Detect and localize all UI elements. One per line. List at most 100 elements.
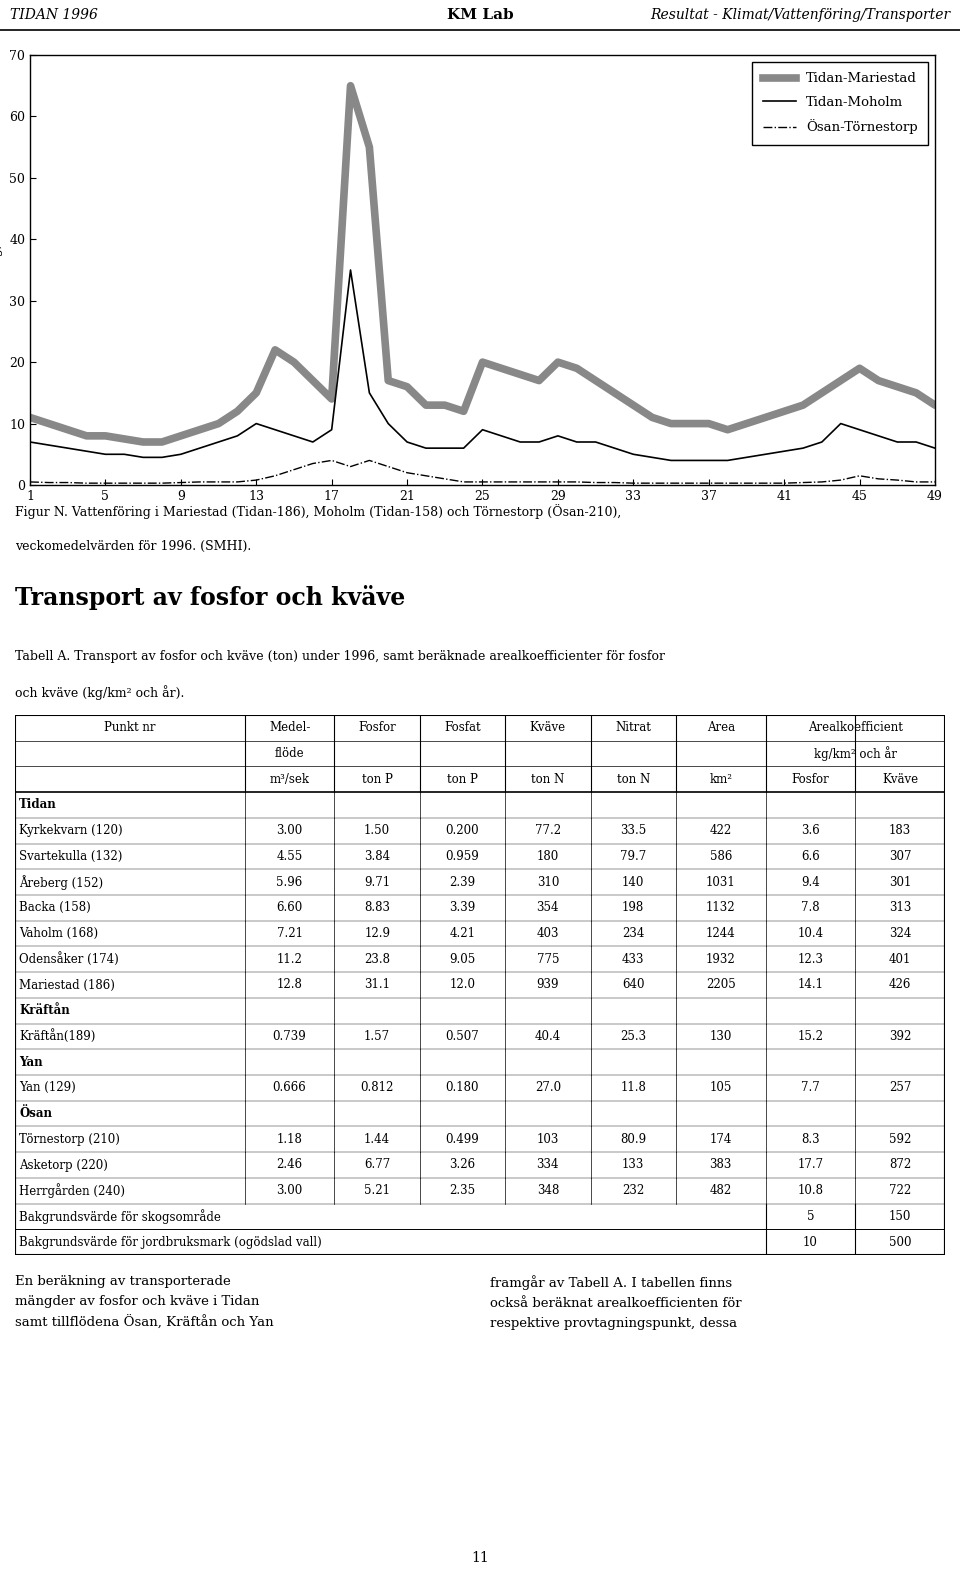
Text: 775: 775 [537,953,559,966]
Text: och kväve (kg/km² och år).: och kväve (kg/km² och år). [15,685,184,700]
Text: 11: 11 [471,1551,489,1566]
Tidan-Mariestad [345,76,356,95]
Tidan-Mariestad [175,426,186,445]
Tidan-Mariestad [477,353,489,372]
Text: 27.0: 27.0 [535,1081,561,1094]
Tidan-Moholm [325,419,337,438]
Tidan-Mariestad [24,408,36,427]
Text: Arealkoefficient: Arealkoefficient [808,722,902,735]
Text: 174: 174 [709,1133,732,1146]
Text: 5: 5 [806,1209,814,1224]
Tidan-Mariestad [722,419,733,438]
Ösan-Törnestorp [646,473,658,492]
Tidan-Moholm [929,438,941,457]
Ösan-Törnestorp [364,451,375,470]
Tidan-Mariestad [910,383,922,402]
Tidan-Moholm [515,432,526,451]
Ösan-Törnestorp [325,451,337,470]
Tidan-Moholm [43,435,55,454]
Tidan-Moholm [534,432,545,451]
Ösan-Törnestorp [118,473,130,492]
Tidan-Moholm [118,445,130,464]
Ösan-Törnestorp [137,473,149,492]
Tidan-Moholm [835,415,847,434]
Text: ton N: ton N [531,773,564,785]
Ösan-Törnestorp [722,473,733,492]
Ösan-Törnestorp [684,473,696,492]
Text: 183: 183 [889,825,911,837]
Text: 1031: 1031 [706,875,735,888]
Tidan-Mariestad [458,402,469,421]
Text: KM Lab: KM Lab [446,8,514,22]
Ösan-Törnestorp [910,472,922,491]
Text: 17.7: 17.7 [798,1159,824,1171]
Ösan-Törnestorp [929,472,941,491]
Ösan-Törnestorp [495,472,507,491]
Text: 0.507: 0.507 [445,1031,479,1043]
Text: 392: 392 [889,1031,911,1043]
Tidan-Moholm [24,432,36,451]
Tidan-Mariestad [741,415,753,434]
Tidan-Moholm [156,448,168,467]
Text: Herrgården (240): Herrgården (240) [19,1183,125,1198]
Text: 3.6: 3.6 [801,825,820,837]
Text: Mariestad (186): Mariestad (186) [19,978,115,991]
Text: 9.4: 9.4 [801,875,820,888]
Text: 198: 198 [622,901,644,915]
Text: Yan: Yan [19,1056,42,1069]
Text: 3.84: 3.84 [364,850,390,863]
Ösan-Törnestorp [703,473,714,492]
Tidan-Mariestad [81,426,92,445]
Text: 105: 105 [709,1081,732,1094]
Text: 2.46: 2.46 [276,1159,302,1171]
Text: 8.3: 8.3 [801,1133,820,1146]
Tidan-Moholm [722,451,733,470]
Text: Nitrat: Nitrat [615,722,651,735]
Text: 1932: 1932 [706,953,735,966]
Text: Yan (129): Yan (129) [19,1081,76,1094]
Text: m³/sek: m³/sek [270,773,310,785]
Text: 6.6: 6.6 [801,850,820,863]
Tidan-Moholm [892,432,903,451]
Ösan-Törnestorp [175,473,186,492]
Ösan-Törnestorp [515,472,526,491]
Text: 1.18: 1.18 [276,1133,302,1146]
Tidan-Moholm [81,442,92,461]
Text: 12.8: 12.8 [276,978,302,991]
Text: 0.739: 0.739 [273,1031,306,1043]
Text: flöde: flöde [275,747,304,760]
Text: 0.180: 0.180 [445,1081,479,1094]
Tidan-Mariestad [552,353,564,372]
Ösan-Törnestorp [62,473,74,492]
Text: 2.39: 2.39 [449,875,475,888]
Text: 1132: 1132 [706,901,735,915]
Text: ton P: ton P [447,773,478,785]
Text: 4.21: 4.21 [449,928,475,940]
Ösan-Törnestorp [589,473,601,492]
Text: 80.9: 80.9 [620,1133,646,1146]
Text: 150: 150 [889,1209,911,1224]
Text: 77.2: 77.2 [535,825,561,837]
Tidan-Mariestad [62,419,74,438]
Text: 2.35: 2.35 [449,1184,475,1197]
Ösan-Törnestorp [797,473,808,492]
Text: 348: 348 [537,1184,559,1197]
Tidan-Mariestad [325,389,337,408]
Tidan-Moholm [495,426,507,445]
Tidan-Moholm [609,438,620,457]
Tidan-Mariestad [137,432,149,451]
Text: Fosfat: Fosfat [444,722,481,735]
Tidan-Mariestad [892,377,903,396]
Tidan-Moholm [251,415,262,434]
Text: 1.50: 1.50 [364,825,390,837]
Text: framgår av Tabell A. I tabellen finns
också beräknat arealkoefficienten för
resp: framgår av Tabell A. I tabellen finns oc… [490,1274,742,1330]
Text: 433: 433 [622,953,644,966]
Text: 15.2: 15.2 [798,1031,824,1043]
Text: 11.2: 11.2 [276,953,302,966]
Text: 401: 401 [889,953,911,966]
Text: Area: Area [707,722,734,735]
Tidan-Moholm [759,445,771,464]
Text: veckomedelvärden för 1996. (SMHI).: veckomedelvärden för 1996. (SMHI). [15,540,252,552]
Ösan-Törnestorp [382,457,394,476]
Tidan-Mariestad [929,396,941,415]
